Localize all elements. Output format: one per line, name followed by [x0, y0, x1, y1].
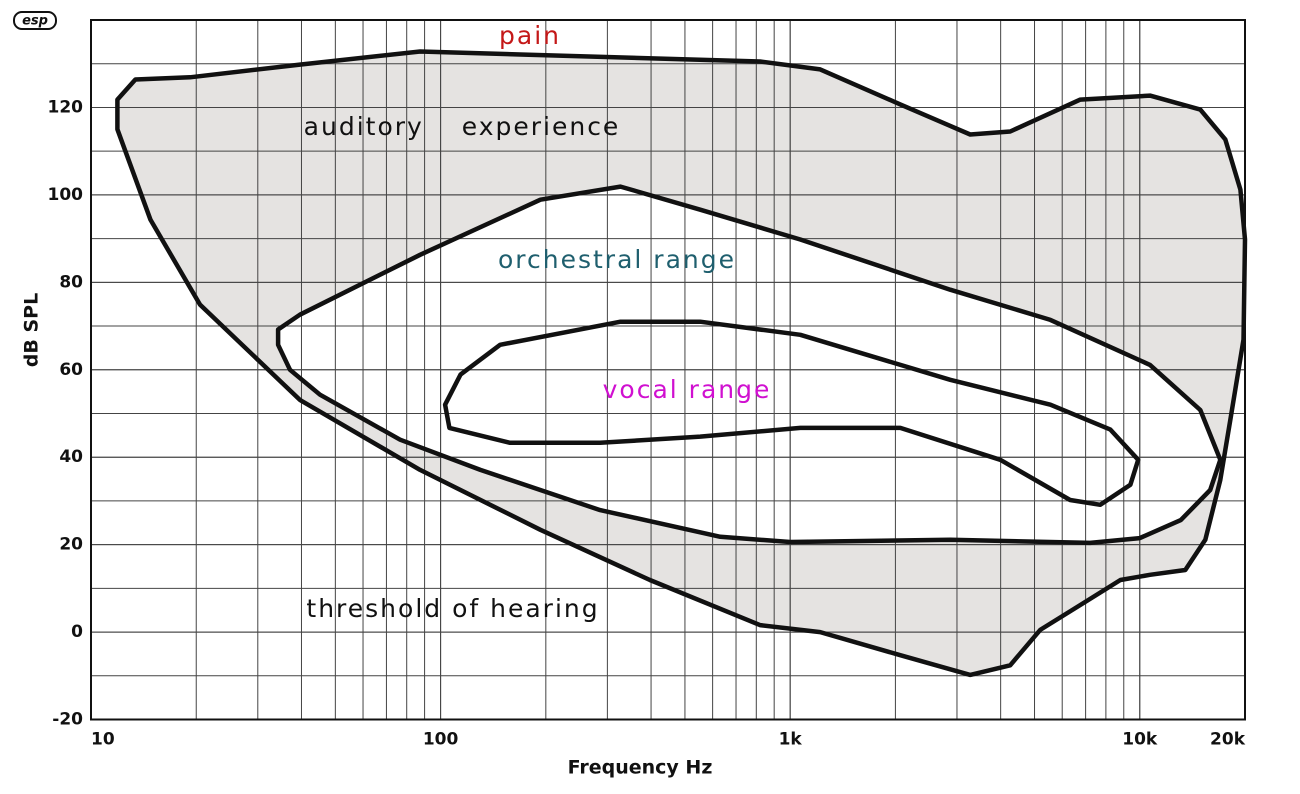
- y-tick-label: 100: [48, 185, 84, 205]
- plot-frame: [90, 19, 1246, 721]
- region-label: orchestral range: [498, 245, 736, 274]
- region-label: vocal range: [603, 375, 772, 404]
- y-tick-label: 80: [59, 272, 83, 292]
- logo-frame: [13, 11, 57, 30]
- x-tick-label: 10: [91, 730, 115, 750]
- region-outline: [275, 184, 1223, 546]
- y-tick-label: 120: [48, 97, 84, 117]
- y-tick-label: 40: [59, 447, 83, 467]
- region-outline: [442, 319, 1141, 508]
- y-tick-label: 60: [59, 360, 83, 380]
- y-tick-label: 20: [59, 535, 83, 555]
- y-tick-label: -20: [52, 710, 83, 730]
- logo: esp: [22, 14, 48, 29]
- x-axis-label: Frequency Hz: [568, 757, 713, 779]
- x-tick-label: 10k: [1122, 730, 1158, 750]
- region-label: auditory experience: [304, 112, 621, 141]
- x-tick-label: 20k: [1210, 730, 1246, 750]
- x-tick-label: 100: [423, 730, 459, 750]
- x-tick-label: 1k: [779, 730, 803, 750]
- y-axis-label: dB SPL: [21, 293, 43, 367]
- annotation: pain: [499, 21, 561, 50]
- y-tick-label: 0: [71, 622, 83, 642]
- region-outline: [115, 49, 1248, 678]
- annotation: threshold of hearing: [306, 594, 599, 623]
